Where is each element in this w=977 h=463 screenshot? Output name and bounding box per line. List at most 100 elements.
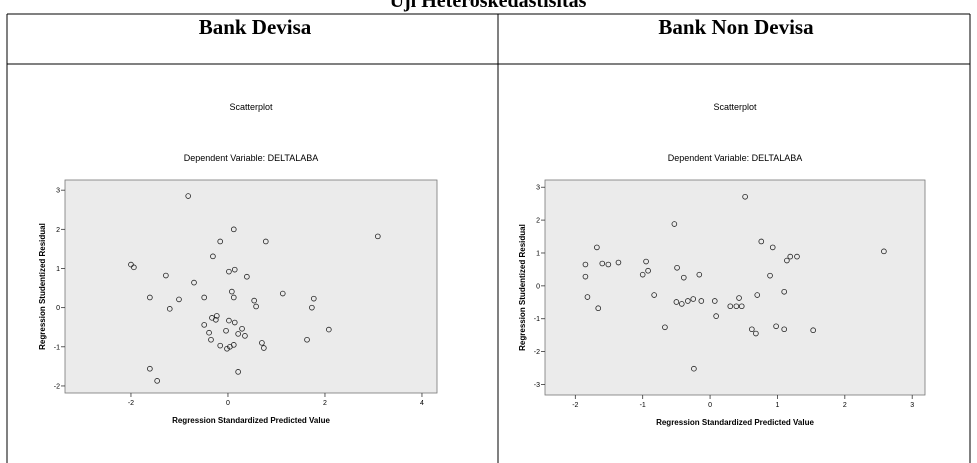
y-tick-label: 1 <box>536 250 540 257</box>
x-tick-label: 1 <box>775 402 779 409</box>
x-tick-label: 0 <box>708 402 712 409</box>
data-point <box>594 244 600 251</box>
y-tick-label: -3 <box>534 382 540 389</box>
y-axis-label: Regression Studentized Residual <box>518 224 527 351</box>
chart-title: Scatterplot <box>713 102 757 112</box>
data-point <box>662 324 668 331</box>
y-tick-label: 2 <box>536 218 540 225</box>
data-point <box>166 306 173 312</box>
data-point <box>784 257 790 264</box>
x-tick-label: 4 <box>420 400 424 407</box>
data-point <box>375 233 381 240</box>
data-point <box>230 342 237 348</box>
data-point <box>678 301 685 307</box>
data-point <box>311 295 317 302</box>
data-point <box>713 313 719 319</box>
data-point <box>176 296 182 303</box>
data-point <box>231 319 238 326</box>
data-point <box>711 298 718 304</box>
data-point <box>733 303 740 310</box>
y-tick-label: -2 <box>534 349 540 356</box>
y-tick-label: 1 <box>56 266 60 273</box>
x-axis-label: Regression Standardized Predicted Value <box>172 416 330 425</box>
data-point <box>309 304 315 311</box>
data-point <box>781 288 787 295</box>
data-point <box>235 369 241 375</box>
y-tick-label: -2 <box>54 383 60 390</box>
data-point <box>674 264 680 271</box>
data-point <box>767 272 773 279</box>
data-point <box>279 290 286 297</box>
data-point <box>262 238 269 245</box>
data-point <box>582 273 589 280</box>
data-point <box>244 273 250 280</box>
data-point <box>154 378 160 384</box>
data-point <box>794 253 800 260</box>
data-point <box>769 244 776 251</box>
data-point <box>235 331 241 337</box>
y-tick-label: 3 <box>536 185 540 192</box>
x-tick-label: 0 <box>226 400 230 407</box>
data-point <box>229 288 235 295</box>
data-point <box>727 303 734 310</box>
data-point <box>185 193 191 199</box>
data-point <box>191 279 197 286</box>
chart-title: Scatterplot <box>229 102 273 112</box>
data-point <box>736 295 742 301</box>
data-point <box>595 305 602 312</box>
data-point <box>213 316 219 323</box>
y-tick-label: 3 <box>56 188 60 195</box>
x-axis-label: Regression Standardized Predicted Value <box>656 418 814 427</box>
data-point <box>645 267 651 274</box>
data-point <box>781 326 787 333</box>
data-point <box>208 336 214 343</box>
data-point <box>584 294 591 300</box>
page-title: Uji Heteroskedastisitas <box>390 0 587 12</box>
data-point <box>605 261 612 268</box>
data-point <box>147 365 153 372</box>
data-point <box>326 326 332 333</box>
data-point <box>673 299 680 305</box>
data-point <box>253 303 259 310</box>
y-axis-label: Regression Studentized Residual <box>38 223 47 350</box>
column-header: Bank Non Devisa <box>658 15 814 39</box>
y-tick-label: 2 <box>56 227 60 234</box>
data-point <box>201 294 207 301</box>
data-point <box>582 261 589 268</box>
data-point <box>251 297 257 304</box>
data-point <box>210 253 216 260</box>
y-tick-label: 0 <box>536 283 540 290</box>
x-tick-label: -2 <box>572 402 578 409</box>
data-point <box>690 296 697 302</box>
y-tick-label: -1 <box>534 316 540 323</box>
data-point <box>773 323 779 330</box>
y-tick-label: 0 <box>56 305 60 312</box>
data-point <box>206 329 212 336</box>
data-point <box>881 248 887 255</box>
data-point <box>749 326 755 333</box>
data-point <box>163 272 169 279</box>
plot-area <box>64 179 438 394</box>
x-tick-label: 3 <box>910 402 914 409</box>
data-point <box>680 274 687 281</box>
data-point <box>685 298 691 304</box>
data-point <box>217 238 224 245</box>
x-tick-label: 2 <box>843 402 847 409</box>
data-point <box>217 342 224 349</box>
data-point <box>201 322 207 328</box>
column-header: Bank Devisa <box>199 15 312 39</box>
data-point <box>242 333 248 339</box>
data-point <box>147 294 153 301</box>
data-point <box>231 266 238 273</box>
x-tick-label: 2 <box>323 400 327 407</box>
chart-subtitle: Dependent Variable: DELTALABA <box>668 153 803 163</box>
data-point <box>223 327 229 334</box>
data-point <box>738 303 745 310</box>
data-point <box>698 298 705 304</box>
data-point <box>615 259 622 266</box>
data-point <box>810 327 816 334</box>
data-point <box>753 330 759 337</box>
data-point <box>259 340 265 346</box>
data-point <box>226 268 232 275</box>
